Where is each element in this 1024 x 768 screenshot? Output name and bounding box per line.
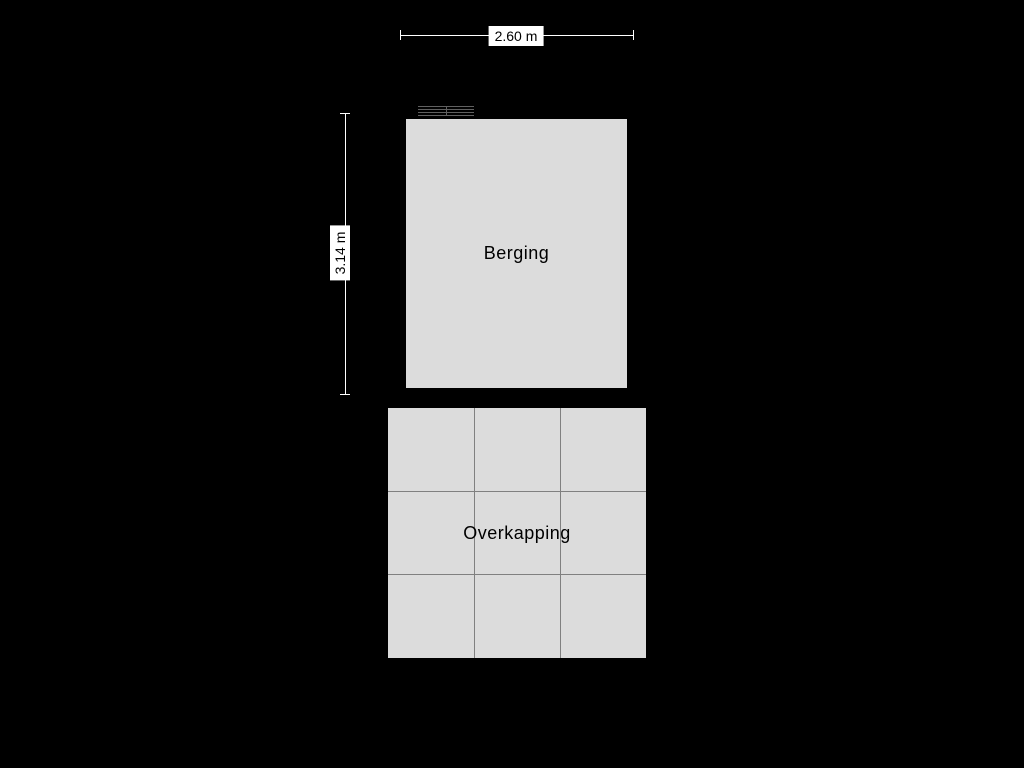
overkapping-edge-left [380, 408, 388, 658]
dim-left-label: 3.14 m [330, 226, 350, 281]
floorplan-canvas: 2.60 m 3.14 m Berging Overkapping [0, 0, 1024, 768]
dim-top-label: 2.60 m [489, 26, 544, 46]
overkapping-edge-bottom [384, 658, 650, 666]
dim-left-tick-bottom [340, 394, 350, 395]
room-overkapping: Overkapping [388, 408, 646, 658]
dim-top-tick-right [633, 30, 634, 40]
room-berging: Berging [400, 113, 633, 394]
divider-wall [388, 394, 646, 408]
tile-hline-1 [388, 491, 646, 492]
overkapping-edge-right [646, 408, 654, 658]
room-overkapping-label: Overkapping [463, 523, 571, 544]
dim-left-tick-top [340, 113, 350, 114]
room-berging-label: Berging [484, 243, 550, 264]
tile-hline-2 [388, 574, 646, 575]
dim-top-tick-left [400, 30, 401, 40]
berging-window [418, 106, 474, 116]
